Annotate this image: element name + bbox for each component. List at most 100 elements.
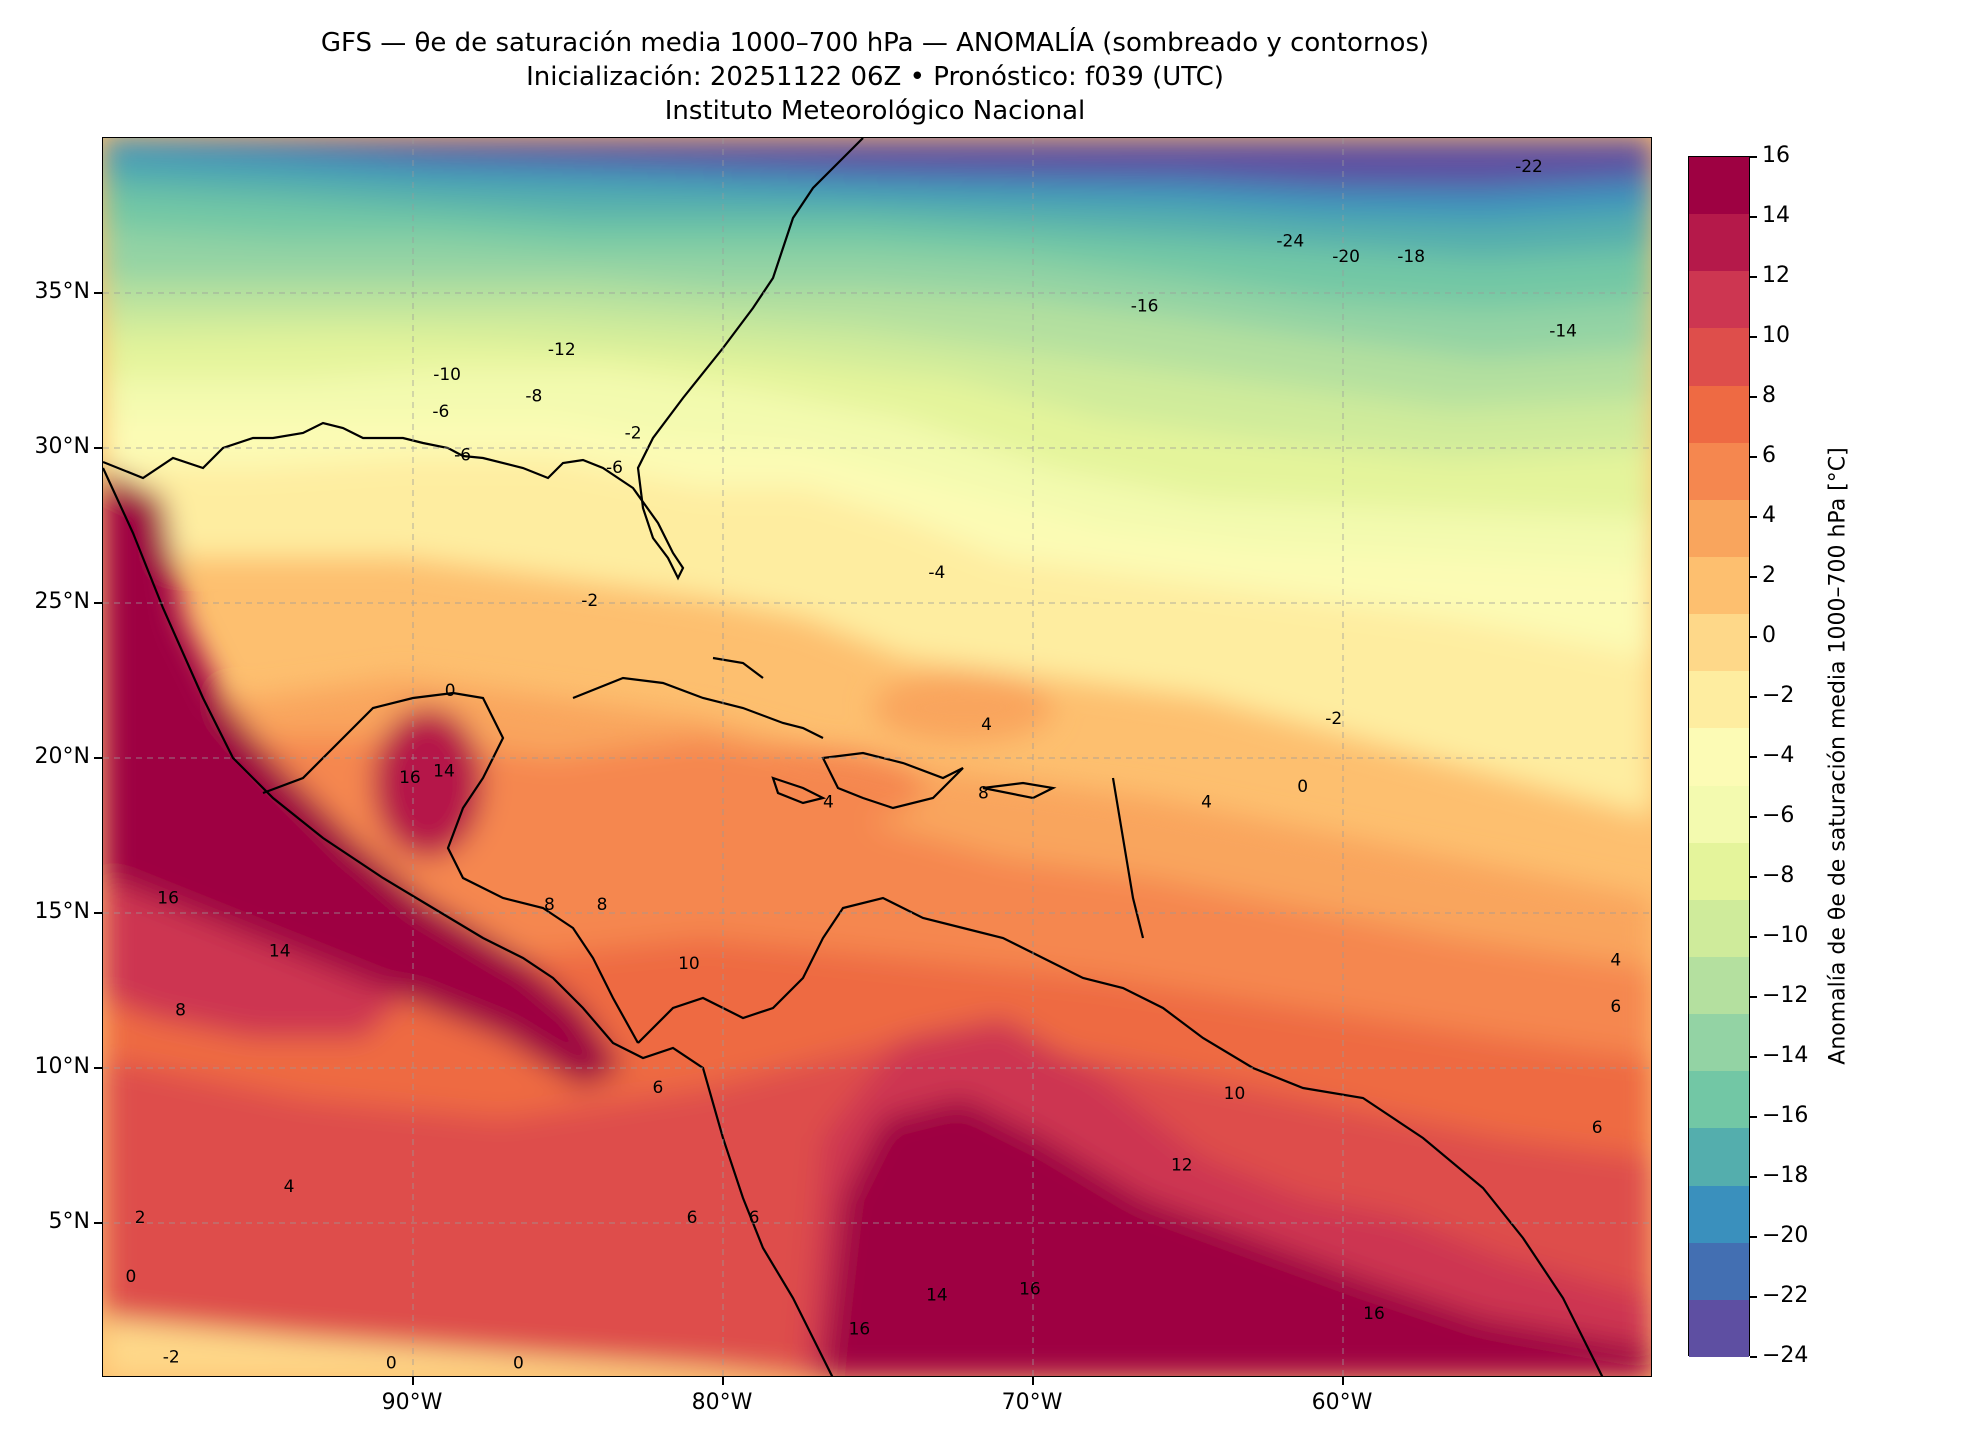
contour-label: 8: [175, 1000, 186, 1020]
contour-label: -6: [606, 458, 623, 478]
colorbar-title: Anomalía de θe de saturación media 1000–…: [1825, 447, 1851, 1065]
lat-tick: [94, 1222, 102, 1224]
colorbar-tick-label: −2: [1762, 683, 1795, 708]
colorbar-tick-label: 2: [1762, 563, 1776, 588]
colorbar-tick: [1750, 336, 1757, 338]
colorbar-tick-label: −6: [1762, 803, 1795, 828]
colorbar-tick-label: 10: [1762, 323, 1790, 348]
colorbar-tick-label: −18: [1762, 1163, 1809, 1188]
colorbar-segment: [1689, 214, 1749, 272]
contour-label: -12: [548, 340, 576, 360]
colorbar-segment: [1689, 785, 1749, 844]
colorbar-tick: [1750, 216, 1757, 218]
contour-label: 8: [597, 895, 608, 915]
colorbar-tick: [1750, 1116, 1757, 1118]
map-canvas: -22-24-20 -18-16-14-12-10-8-6-2-6-6-4-204…: [103, 138, 1651, 1376]
colorbar-tick: [1750, 456, 1757, 458]
contour-label: -2: [581, 591, 598, 611]
colorbar-segment: [1689, 1242, 1749, 1301]
contour-label: 12: [1171, 1155, 1193, 1175]
contour-label: 6: [1592, 1118, 1603, 1138]
colorbar-tick: [1750, 756, 1757, 758]
contour-label: 4: [1201, 793, 1212, 813]
colorbar-tick: [1750, 636, 1757, 638]
contour-label: 0: [445, 681, 456, 701]
colorbar: [1688, 156, 1750, 1358]
colorbar-tick: [1750, 156, 1757, 158]
colorbar-tick-label: −12: [1762, 983, 1809, 1008]
contour-label: 6: [1610, 997, 1621, 1017]
lat-label-30: 30°N: [34, 434, 90, 459]
contour-label: 0: [386, 1354, 397, 1374]
colorbar-tick-label: 16: [1762, 143, 1790, 168]
contour-label: 14: [433, 762, 455, 782]
anomaly-field: [103, 138, 1651, 1376]
contour-label: 10: [1224, 1084, 1246, 1104]
lat-label-15: 15°N: [34, 899, 90, 924]
contour-label: -2: [1325, 709, 1342, 729]
colorbar-tick: [1750, 1176, 1757, 1178]
colorbar-tick: [1750, 816, 1757, 818]
contour-label: -4: [928, 563, 945, 583]
lon-label-90w: 90°W: [381, 1390, 443, 1415]
contour-label: -2: [163, 1348, 180, 1368]
colorbar-segment: [1689, 499, 1749, 558]
contour-label: -18: [1397, 247, 1425, 267]
lon-label-70w: 70°W: [1001, 1390, 1063, 1415]
contour-label: 0: [513, 1354, 524, 1374]
colorbar-tick: [1750, 1296, 1757, 1298]
colorbar-tick-label: −20: [1762, 1223, 1809, 1248]
colorbar-tick-label: 14: [1762, 203, 1790, 228]
colorbar-segment: [1689, 842, 1749, 901]
contour-label: 4: [981, 715, 992, 735]
colorbar-tick: [1750, 576, 1757, 578]
colorbar-segment: [1689, 728, 1749, 787]
lon-label-60w: 60°W: [1311, 1390, 1373, 1415]
contour-label: -6: [454, 445, 471, 465]
colorbar-tick-label: −14: [1762, 1043, 1809, 1068]
lat-label-20: 20°N: [34, 744, 90, 769]
contour-label: -16: [1131, 297, 1159, 317]
colorbar-tick: [1750, 936, 1757, 938]
colorbar-tick: [1750, 696, 1757, 698]
contour-label: 4: [284, 1177, 295, 1197]
colorbar-tick: [1750, 276, 1757, 278]
colorbar-segment: [1689, 1185, 1749, 1244]
contour-label: -24: [1276, 232, 1304, 252]
contour-label: 8: [978, 783, 989, 803]
colorbar-segment: [1689, 1299, 1749, 1358]
contour-label: -8: [525, 387, 542, 407]
contour-label: -20: [1332, 247, 1360, 267]
contour-label: 16: [1019, 1279, 1041, 1299]
contour-label: 14: [926, 1286, 948, 1306]
colorbar-segment: [1689, 328, 1749, 387]
contour-label: 14: [269, 941, 291, 961]
colorbar-segment: [1689, 1014, 1749, 1072]
contour-label: -6: [432, 402, 449, 422]
colorbar-tick-label: 8: [1762, 383, 1776, 408]
contour-label: -14: [1549, 321, 1577, 341]
colorbar-segment: [1689, 899, 1749, 958]
colorbar-tick-label: −22: [1762, 1283, 1809, 1308]
lat-label-25: 25°N: [34, 589, 90, 614]
colorbar-segment: [1689, 671, 1749, 729]
colorbar-segment: [1689, 1128, 1749, 1187]
colorbar-segment: [1689, 271, 1749, 329]
colorbar-tick: [1750, 996, 1757, 998]
contour-labels: -22-24-20 -18-16-14-12-10-8-6-2-6-6-4-204…: [125, 157, 1621, 1374]
lat-tick: [94, 912, 102, 914]
contour-label: 10: [678, 954, 700, 974]
lat-tick: [94, 447, 102, 449]
lon-tick: [1342, 1377, 1344, 1385]
contour-label: 8: [544, 895, 555, 915]
lon-label-80w: 80°W: [691, 1390, 753, 1415]
colorbar-tick-label: −24: [1762, 1343, 1809, 1368]
contour-label: 6: [687, 1208, 698, 1228]
title-line-3: Instituto Meteorológico Nacional: [664, 96, 1086, 126]
contour-label: -22: [1515, 157, 1543, 177]
colorbar-tick-label: −8: [1762, 863, 1795, 888]
colorbar-tick-label: 0: [1762, 623, 1776, 648]
lat-tick: [94, 602, 102, 604]
map-panel: -22 -24 -20 -18 -16 -14 -12 -10 -8 -6 -2 -6 -6 -4 -2 0 4…: [102, 137, 1652, 1377]
contour-label: 2: [135, 1208, 146, 1228]
